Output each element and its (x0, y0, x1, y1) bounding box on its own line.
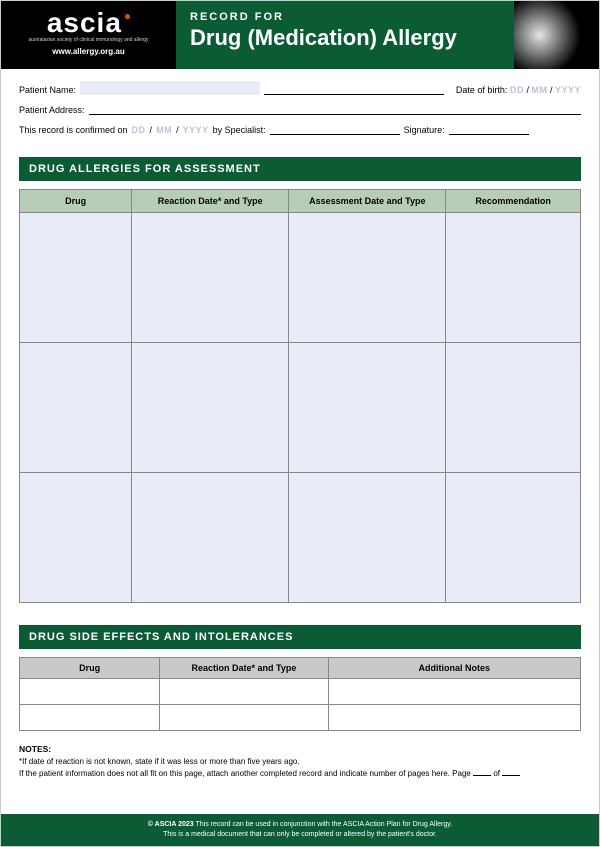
cell[interactable] (20, 473, 132, 603)
col-recommendation: Recommendation (446, 190, 581, 213)
table-row (20, 705, 581, 731)
section2-title: DRUG SIDE EFFECTS AND INTOLERANCES (19, 625, 581, 649)
row-address: Patient Address: (19, 103, 581, 115)
notes-line1: *If date of reaction is not known, state… (19, 756, 581, 768)
confirm-yyyy[interactable]: YYYY (183, 125, 209, 135)
table-header-row: Drug Reaction Date* and Type Additional … (20, 658, 581, 679)
page-total-field[interactable] (502, 768, 520, 776)
table-header-row: Drug Reaction Date* and Type Assessment … (20, 190, 581, 213)
notes-line2-pre: If the patient information does not all … (19, 769, 471, 778)
cell[interactable] (328, 705, 580, 731)
table-row (20, 213, 581, 343)
logo-text: ascia● (1, 9, 176, 37)
confirm-mm[interactable]: MM (156, 125, 172, 135)
footer-text1: This record can be used in conjunction w… (196, 821, 453, 828)
row-name-dob: Patient Name: Date of birth: DD / MM / Y… (19, 81, 581, 95)
address-field[interactable] (89, 103, 581, 115)
cell[interactable] (132, 213, 289, 343)
notes-line2-mid: of (493, 769, 500, 778)
col-reaction: Reaction Date* and Type (132, 190, 289, 213)
signature-label: Signature: (404, 125, 445, 135)
row-confirm: This record is confirmed on DD / MM / YY… (19, 123, 581, 135)
col-drug: Drug (20, 190, 132, 213)
logo-url: www.allergy.org.au (1, 47, 176, 56)
logo-dot-icon: ● (124, 10, 132, 22)
cell[interactable] (20, 705, 160, 731)
cell[interactable] (289, 213, 446, 343)
cell[interactable] (20, 213, 132, 343)
cell[interactable] (132, 343, 289, 473)
confirm-dd[interactable]: DD (132, 125, 146, 135)
notes-block: NOTES: *If date of reaction is not known… (19, 743, 581, 780)
specialist-field[interactable] (270, 123, 400, 135)
cell[interactable] (20, 343, 132, 473)
col-assessment: Assessment Date and Type (289, 190, 446, 213)
table-row (20, 473, 581, 603)
notes-line2: If the patient information does not all … (19, 768, 581, 780)
header-image (514, 1, 599, 69)
patient-info: Patient Name: Date of birth: DD / MM / Y… (1, 69, 599, 151)
signature-field[interactable] (449, 123, 529, 135)
table-row (20, 343, 581, 473)
section1-title: DRUG ALLERGIES FOR ASSESSMENT (19, 157, 581, 181)
page-footer: © ASCIA 2023 This record can be used in … (1, 814, 599, 846)
header-pretitle: RECORD FOR (190, 11, 500, 23)
side-effects-table: Drug Reaction Date* and Type Additional … (19, 657, 581, 731)
page-current-field[interactable] (473, 768, 491, 776)
page-header: ascia● australasian society of clinical … (1, 1, 599, 69)
confirm-pre-label: This record is confirmed on (19, 125, 128, 135)
header-title: Drug (Medication) Allergy (190, 25, 500, 51)
cell[interactable] (289, 473, 446, 603)
allergy-table: Drug Reaction Date* and Type Assessment … (19, 189, 581, 603)
logo-subtitle: australasian society of clinical immunol… (1, 37, 176, 43)
patient-name-field[interactable] (80, 81, 260, 95)
logo-block: ascia● australasian society of clinical … (1, 1, 176, 69)
cell[interactable] (160, 705, 328, 731)
cell[interactable] (446, 213, 581, 343)
dob-block: Date of birth: DD / MM / YYYY (456, 85, 581, 95)
footer-copyright: © ASCIA 2023 (148, 821, 194, 828)
logo-word: ascia (47, 7, 122, 38)
header-title-block: RECORD FOR Drug (Medication) Allergy (176, 1, 514, 69)
cell[interactable] (328, 679, 580, 705)
dob-label: Date of birth: (456, 85, 508, 95)
dob-yyyy[interactable]: YYYY (555, 85, 581, 95)
col-reaction: Reaction Date* and Type (160, 658, 328, 679)
dob-mm[interactable]: MM (531, 85, 547, 95)
dob-dd[interactable]: DD (510, 85, 524, 95)
cell[interactable] (160, 679, 328, 705)
cell[interactable] (446, 343, 581, 473)
cell[interactable] (20, 679, 160, 705)
address-label: Patient Address: (19, 105, 85, 115)
confirm-mid-label: by Specialist: (213, 125, 266, 135)
cell[interactable] (132, 473, 289, 603)
notes-title: NOTES: (19, 743, 581, 756)
cell[interactable] (289, 343, 446, 473)
patient-name-label: Patient Name: (19, 85, 76, 95)
footer-text2: This is a medical document that can only… (163, 831, 437, 838)
col-drug: Drug (20, 658, 160, 679)
table-row (20, 679, 581, 705)
col-notes: Additional Notes (328, 658, 580, 679)
cell[interactable] (446, 473, 581, 603)
patient-name-line[interactable] (264, 83, 444, 95)
